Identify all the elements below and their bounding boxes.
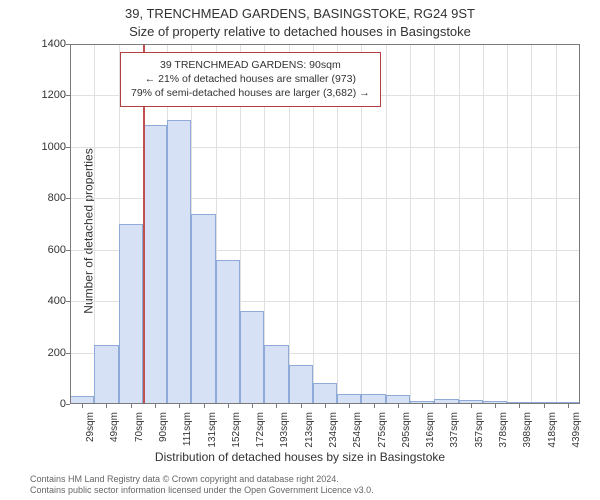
property-size-chart: 39, TRENCHMEAD GARDENS, BASINGSTOKE, RG2… xyxy=(0,0,600,500)
y-tick-label: 1400 xyxy=(6,38,66,50)
x-tick xyxy=(471,404,472,408)
y-tick-label: 400 xyxy=(6,295,66,307)
x-tick xyxy=(204,404,205,408)
footer-note: Contains HM Land Registry data © Crown c… xyxy=(30,474,590,497)
x-tick xyxy=(349,404,350,408)
footer-line1: Contains HM Land Registry data © Crown c… xyxy=(30,474,590,485)
chart-title-main: 39, TRENCHMEAD GARDENS, BASINGSTOKE, RG2… xyxy=(0,6,600,21)
x-tick xyxy=(106,404,107,408)
x-tick xyxy=(422,404,423,408)
annotation-line3: 79% of semi-detached houses are larger (… xyxy=(131,86,370,100)
footer-line2: Contains public sector information licen… xyxy=(30,485,590,496)
x-tick xyxy=(568,404,569,408)
y-tick xyxy=(66,44,70,45)
annotation-line2: ← 21% of detached houses are smaller (97… xyxy=(131,72,370,86)
x-axis-label: Distribution of detached houses by size … xyxy=(0,450,600,464)
x-tick xyxy=(446,404,447,408)
y-tick xyxy=(66,95,70,96)
y-tick-label: 600 xyxy=(6,244,66,256)
y-tick xyxy=(66,198,70,199)
y-tick xyxy=(66,301,70,302)
y-tick-label: 0 xyxy=(6,398,66,410)
x-tick xyxy=(82,404,83,408)
x-tick xyxy=(252,404,253,408)
y-tick xyxy=(66,147,70,148)
plot-area: 39 TRENCHMEAD GARDENS: 90sqm ← 21% of de… xyxy=(70,44,580,404)
x-tick xyxy=(155,404,156,408)
y-tick xyxy=(66,250,70,251)
y-tick-label: 200 xyxy=(6,347,66,359)
y-tick xyxy=(66,404,70,405)
annotation-box: 39 TRENCHMEAD GARDENS: 90sqm ← 21% of de… xyxy=(120,52,381,107)
y-tick-label: 1000 xyxy=(6,141,66,153)
x-tick xyxy=(228,404,229,408)
x-tick xyxy=(374,404,375,408)
chart-title-sub: Size of property relative to detached ho… xyxy=(0,24,600,39)
x-tick xyxy=(301,404,302,408)
y-tick xyxy=(66,353,70,354)
y-tick-label: 1200 xyxy=(6,89,66,101)
x-tick xyxy=(495,404,496,408)
x-tick xyxy=(179,404,180,408)
x-tick xyxy=(131,404,132,408)
x-tick xyxy=(276,404,277,408)
y-tick-label: 800 xyxy=(6,192,66,204)
annotation-line1: 39 TRENCHMEAD GARDENS: 90sqm xyxy=(131,58,370,72)
x-tick xyxy=(325,404,326,408)
x-tick xyxy=(519,404,520,408)
x-tick xyxy=(398,404,399,408)
x-tick xyxy=(544,404,545,408)
